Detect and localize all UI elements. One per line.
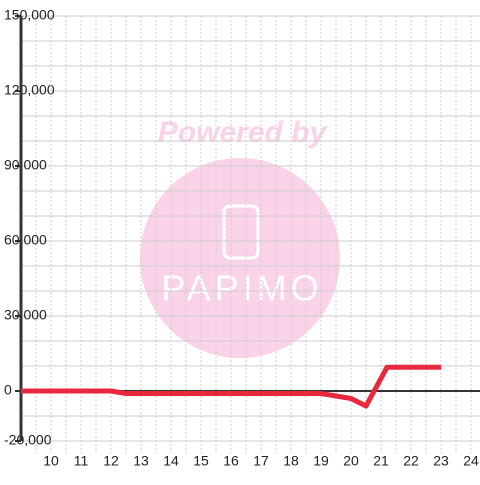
x-tick-label: 16 (223, 453, 239, 469)
x-tick-label: 12 (103, 453, 119, 469)
marks (21, 364, 441, 409)
x-tick-label: 10 (43, 453, 59, 469)
watermark-logo: PAPIMO (161, 268, 322, 309)
y-tick-label: 0 (4, 382, 12, 398)
x-tick-label: 20 (343, 453, 359, 469)
watermark-text: Powered by (158, 116, 328, 149)
x-tick-label: 24 (463, 453, 479, 469)
x-tick-label: 17 (253, 453, 269, 469)
y-tick-label: 150,000 (4, 7, 55, 23)
x-tick-label: 15 (193, 453, 209, 469)
x-tick-label: 21 (373, 453, 389, 469)
y-tick-label: 60,000 (4, 232, 47, 248)
x-tick-label: 23 (433, 453, 449, 469)
grid: -20,000 0 30,000 60,000 90,000 120,000 150,000… (4, 7, 480, 469)
line (21, 364, 441, 409)
x-tick-label: 13 (133, 453, 149, 469)
y-tick-label: 120,000 (4, 82, 55, 98)
watermark-icon (222, 204, 260, 260)
x-tick-label: 14 (163, 453, 179, 469)
y-tick-label: 30,000 (4, 307, 47, 323)
x-tick-label: 19 (313, 453, 329, 469)
x-tick-label: 11 (74, 453, 89, 469)
y-tick-label: 90,000 (4, 157, 47, 173)
x-tick-label: 18 (283, 453, 299, 469)
y-tick-label: -20,000 (4, 432, 52, 448)
x-tick-label: 22 (403, 453, 419, 469)
